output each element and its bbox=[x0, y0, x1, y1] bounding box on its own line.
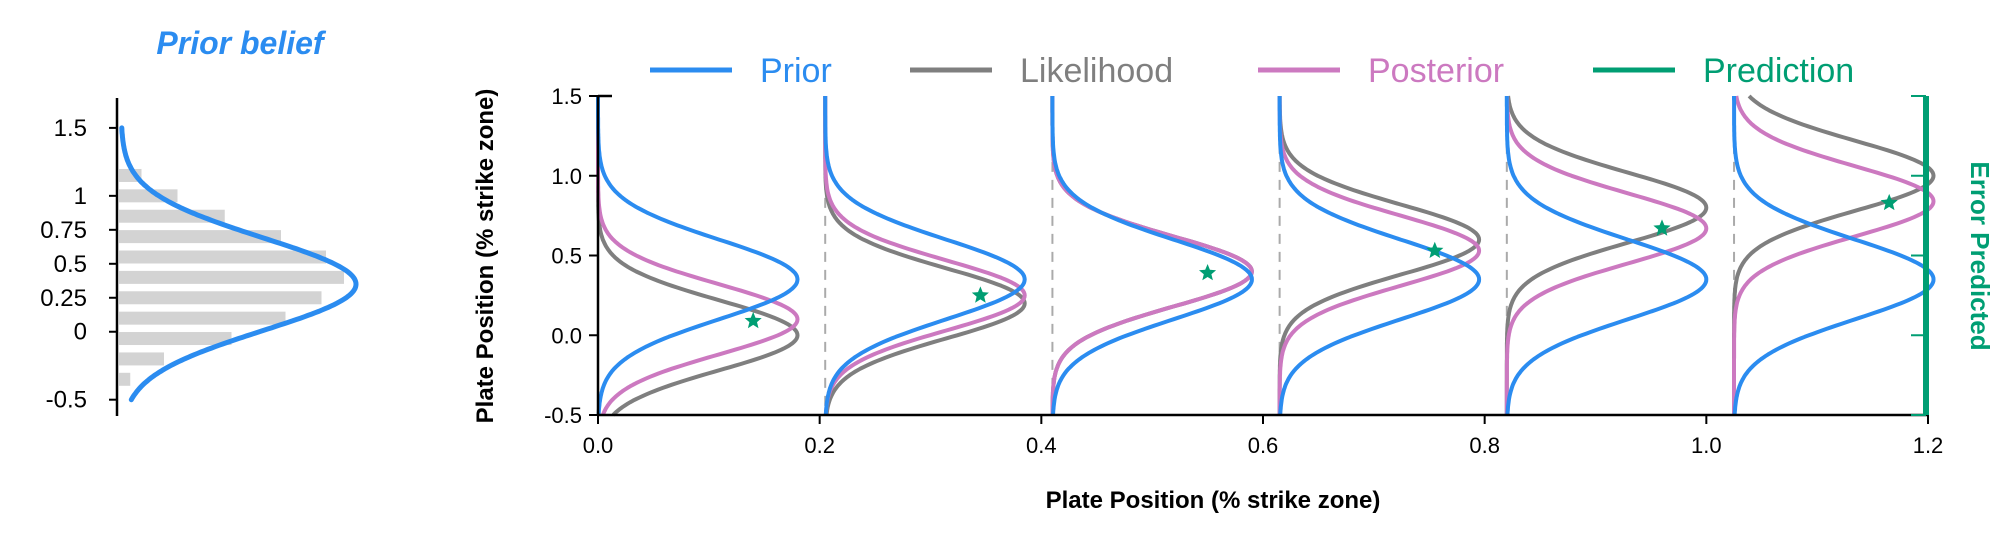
prediction-star-marker bbox=[1653, 219, 1671, 236]
prior-curve bbox=[1504, 95, 1709, 416]
legend-item-likelihood: Likelihood bbox=[910, 52, 1173, 90]
x-tick-label: 0.4 bbox=[1026, 433, 1057, 458]
prior-curve bbox=[1277, 95, 1482, 416]
posterior-curve bbox=[1504, 95, 1709, 416]
y-tick-label: -0.5 bbox=[544, 403, 582, 428]
prior-histogram bbox=[119, 168, 344, 386]
legend-label: Prediction bbox=[1703, 52, 1854, 90]
y-tick-label: 0.5 bbox=[551, 244, 582, 269]
legend-item-prior: Prior bbox=[650, 52, 832, 90]
prior-belief-panel: Prior belief 1.5 1 0.75 0.5 0.25 0 -0.5 bbox=[40, 25, 359, 416]
posterior-curve bbox=[1732, 95, 1936, 416]
histogram-bar bbox=[119, 291, 322, 305]
x-tick-label: 1.0 bbox=[1691, 433, 1722, 458]
prior-belief-title: Prior belief bbox=[156, 25, 327, 61]
prediction-star-marker bbox=[971, 286, 989, 303]
y-tick-label: -0.5 bbox=[46, 387, 87, 414]
legend-label: Posterior bbox=[1368, 52, 1504, 90]
prediction-star-marker bbox=[744, 311, 762, 329]
prior-belief-curve bbox=[119, 125, 359, 403]
y-axis-title: Plate Position (% strike zone) bbox=[472, 89, 499, 424]
prior-curve bbox=[596, 95, 800, 416]
prediction-star-marker bbox=[1426, 241, 1444, 258]
prediction-star-marker bbox=[1880, 193, 1898, 211]
y-tick-label: 0 bbox=[74, 319, 87, 346]
legend-item-posterior: Posterior bbox=[1258, 52, 1504, 90]
histogram-bar bbox=[119, 250, 326, 264]
x-tick-label: 0.2 bbox=[804, 433, 835, 458]
prior-curve bbox=[1732, 95, 1936, 416]
error-predicted-label: Error Predicted bbox=[1965, 161, 1995, 350]
panel-1 bbox=[596, 95, 800, 417]
panel-6 bbox=[1732, 94, 1936, 416]
y-tick-label: 1.5 bbox=[54, 115, 87, 142]
main-chart-panel: Prior Likelihood Posterior Prediction 0.0 0.… bbox=[472, 52, 1995, 514]
x-tick-label: 0.0 bbox=[583, 433, 614, 458]
error-predicted-ticks bbox=[1911, 95, 1926, 416]
histogram-bar bbox=[119, 230, 281, 244]
prediction-star-marker bbox=[1199, 264, 1217, 281]
y-tick-label: 0.5 bbox=[54, 251, 87, 278]
legend-label: Prior bbox=[760, 52, 832, 90]
panel-5 bbox=[1504, 95, 1709, 416]
y-tick-label: 0.75 bbox=[40, 217, 87, 244]
x-axis-title: Plate Position (% strike zone) bbox=[1046, 487, 1381, 514]
y-tick-label: 0.25 bbox=[40, 285, 87, 312]
prior-curve bbox=[1050, 95, 1254, 416]
legend-item-prediction: Prediction bbox=[1593, 52, 1854, 90]
y-tick-label: 1 bbox=[74, 183, 87, 210]
legend-label: Likelihood bbox=[1020, 52, 1173, 90]
histogram-bar bbox=[119, 332, 232, 346]
x-tick-label: 0.6 bbox=[1248, 433, 1279, 458]
histogram-bar bbox=[119, 352, 164, 366]
panel-2 bbox=[823, 95, 1027, 416]
histogram-bar bbox=[119, 311, 286, 325]
x-axis-ticks: 0.0 0.2 0.4 0.6 0.8 1.0 1.2 bbox=[583, 415, 1944, 458]
panel-3 bbox=[1050, 95, 1254, 416]
x-tick-label: 0.8 bbox=[1469, 433, 1500, 458]
chart-series-groups bbox=[596, 94, 1936, 417]
histogram-bar bbox=[119, 372, 131, 386]
y-tick-label: 1.5 bbox=[551, 84, 582, 109]
y-tick-label: 0.0 bbox=[551, 323, 582, 348]
prior-belief-y-ticks: 1.5 1 0.75 0.5 0.25 0 -0.5 bbox=[40, 115, 117, 414]
panel-4 bbox=[1277, 95, 1482, 416]
chart-legend: Prior Likelihood Posterior Prediction bbox=[650, 52, 1854, 90]
posterior-curve bbox=[1277, 95, 1482, 416]
y-tick-label: 1.0 bbox=[551, 164, 582, 189]
histogram-bar bbox=[119, 270, 344, 284]
y-axis-ticks: -0.5 0.0 0.5 1.0 1.5 bbox=[544, 84, 598, 428]
prior-curve bbox=[823, 95, 1027, 416]
x-tick-label: 1.2 bbox=[1913, 433, 1944, 458]
